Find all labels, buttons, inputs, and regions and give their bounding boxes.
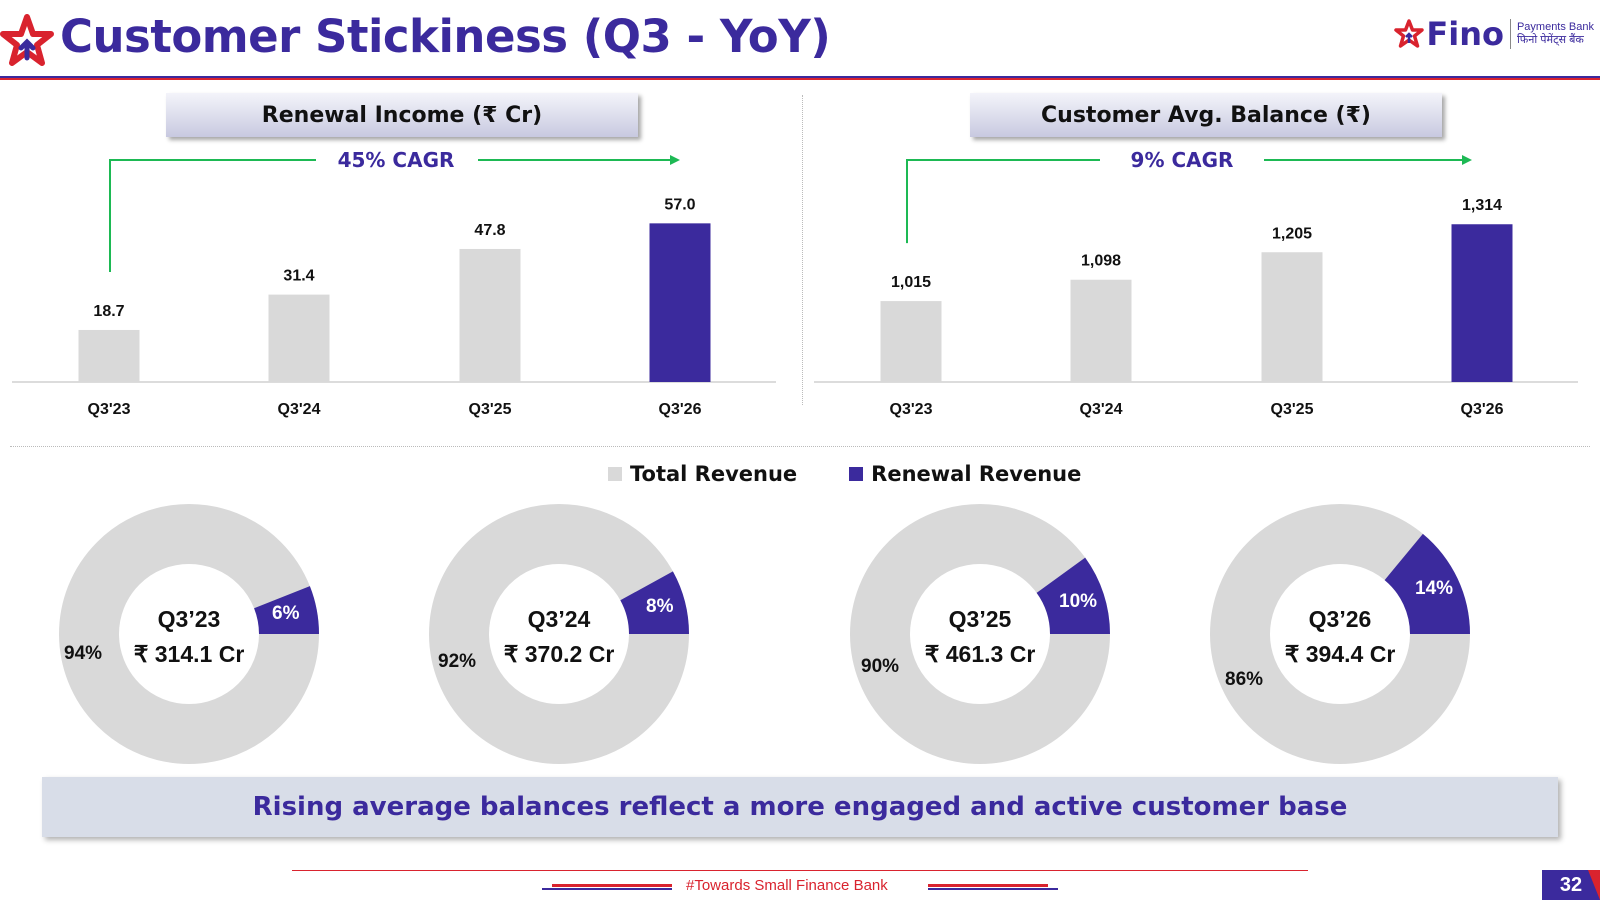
donut-renewal-segment xyxy=(1384,533,1470,634)
bar-q3-25 xyxy=(459,248,521,382)
bar-data-label: 31.4 xyxy=(283,268,314,285)
bar-data-label: 1,205 xyxy=(1272,225,1312,242)
renewal-income-chart-title: Renewal Income (₹ Cr) xyxy=(166,93,638,137)
donut-q3-26-svg xyxy=(1210,504,1470,764)
horizontal-divider xyxy=(10,446,1590,447)
x-tick-label: Q3'24 xyxy=(1080,401,1123,418)
total-pct-label: 94% xyxy=(64,643,103,664)
header-rule xyxy=(0,76,1600,80)
footer-decoration-left xyxy=(542,884,672,890)
bar-data-label: 57.0 xyxy=(664,196,695,213)
bar-data-label: 18.7 xyxy=(93,303,124,320)
renewal-pct-label: 8% xyxy=(646,596,674,617)
donut-renewal-segment xyxy=(254,586,319,634)
total-pct-label: 92% xyxy=(438,651,477,672)
bar-data-label: 1,098 xyxy=(1081,253,1121,270)
donut-value: ₹ 461.3 Cr xyxy=(924,641,1036,667)
bar-data-label: 47.8 xyxy=(474,222,505,239)
footer-decoration-right xyxy=(928,884,1058,890)
page-title: Customer Stickiness (Q3 - YoY) xyxy=(60,10,831,63)
total-pct-label: 90% xyxy=(861,656,900,677)
customer-avg-balance-chart: 1,015 Q3'23 1,098 Q3'24 1,205 Q3'25 1,314 Q3'26… xyxy=(812,90,1600,430)
donut-label: Q3’25 xyxy=(948,606,1012,632)
donut-label: Q3’26 xyxy=(1308,606,1372,632)
page-number-accent xyxy=(1588,870,1600,900)
cagr-arrow-line xyxy=(109,159,316,272)
donut-value: ₹ 394.4 Cr xyxy=(1284,641,1396,667)
customer-avg-balance-chart-svg: 1,015 Q3'23 1,098 Q3'24 1,205 Q3'25 1,314 Q3'26… xyxy=(814,148,1578,418)
brand-subtitle: Payments Bank फिनो पेमेंट्स बैंक xyxy=(1517,21,1594,47)
legend-swatch-total xyxy=(608,467,622,481)
cagr-arrow-head xyxy=(670,155,680,165)
renewal-income-chart-svg: 18.7 Q3'23 31.4 Q3'24 47.8 Q3'25 57.0 Q3'26 45% … xyxy=(12,148,776,418)
legend-swatch-renewal xyxy=(849,467,864,481)
donut-label: Q3’24 xyxy=(527,606,591,632)
donut-renewal-segment xyxy=(1036,557,1110,634)
renewal-pct-label: 10% xyxy=(1059,591,1098,612)
donut-q3-24: Q3’24 ₹ 370.2 Cr 8% 92% xyxy=(428,503,690,765)
brand-logo: Fino Payments Bank फिनो पेमेंट्स बैंक xyxy=(1394,18,1594,50)
cagr-arrow-line xyxy=(906,159,1100,244)
footer-rule xyxy=(292,870,1308,871)
bar-data-label: 1,015 xyxy=(891,274,931,291)
bar-q3-26 xyxy=(649,223,711,382)
cagr-label: 45% CAGR xyxy=(338,148,455,172)
donut-q3-24-svg xyxy=(429,504,689,764)
donut-renewal-segment xyxy=(620,571,689,634)
legend-label-renewal: Renewal Revenue xyxy=(871,462,1082,486)
legend-item-total-revenue: Total Revenue xyxy=(608,462,797,486)
renewal-pct-label: 6% xyxy=(272,603,300,624)
donut-legend: Total Revenue Renewal Revenue xyxy=(608,462,1133,486)
donut-q3-23: Q3’23 ₹ 314.1 Cr 6% 94% xyxy=(58,503,320,765)
brand-name: Fino xyxy=(1426,15,1504,53)
x-tick-label: Q3'25 xyxy=(469,401,512,418)
x-tick-label: Q3'24 xyxy=(278,401,321,418)
donut-q3-26: Q3’26 ₹ 394.4 Cr 14% 86% xyxy=(1209,503,1471,765)
brand-divider xyxy=(1509,19,1511,49)
total-pct-label: 86% xyxy=(1225,669,1264,690)
donut-label: Q3’23 xyxy=(157,606,221,632)
bar-q3-26 xyxy=(1451,224,1513,382)
bar-data-label: 1,314 xyxy=(1462,197,1502,214)
legend-item-renewal-revenue: Renewal Revenue xyxy=(849,462,1081,486)
bar-q3-24 xyxy=(268,294,330,382)
brand-star-icon xyxy=(1394,19,1425,48)
renewal-pct-label: 14% xyxy=(1415,578,1454,599)
x-tick-label: Q3'25 xyxy=(1271,401,1314,418)
donut-value: ₹ 370.2 Cr xyxy=(503,641,615,667)
cagr-arrow-head xyxy=(1462,155,1472,165)
x-tick-label: Q3'23 xyxy=(88,401,131,418)
x-tick-label: Q3'26 xyxy=(659,401,702,418)
brand-subtitle-en: Payments Bank xyxy=(1516,21,1594,33)
vertical-divider xyxy=(802,95,803,405)
donut-q3-25-svg xyxy=(850,504,1110,764)
bar-q3-25 xyxy=(1261,252,1323,382)
key-insight-banner: Rising average balances reflect a more e… xyxy=(42,777,1558,837)
bar-q3-23 xyxy=(78,329,140,382)
brand-subtitle-hi: फिनो पेमेंट्स बैंक xyxy=(1516,34,1584,46)
donut-value: ₹ 314.1 Cr xyxy=(133,641,245,667)
footer-tagline: #Towards Small Finance Bank xyxy=(686,877,888,894)
customer-avg-balance-chart-title: Customer Avg. Balance (₹) xyxy=(970,93,1442,137)
fino-star-logo-icon xyxy=(0,14,54,66)
x-tick-label: Q3'23 xyxy=(890,401,933,418)
renewal-income-chart: 18.7 Q3'23 31.4 Q3'24 47.8 Q3'25 57.0 Q3'26 45% … xyxy=(10,90,800,430)
x-tick-label: Q3'26 xyxy=(1461,401,1504,418)
legend-label-total: Total Revenue xyxy=(630,462,798,486)
donut-q3-25: Q3’25 ₹ 461.3 Cr 10% 90% xyxy=(849,503,1111,765)
donut-q3-23-svg xyxy=(59,504,319,764)
bar-q3-23 xyxy=(880,301,942,382)
bar-q3-24 xyxy=(1070,279,1132,382)
cagr-label: 9% CAGR xyxy=(1131,148,1234,172)
